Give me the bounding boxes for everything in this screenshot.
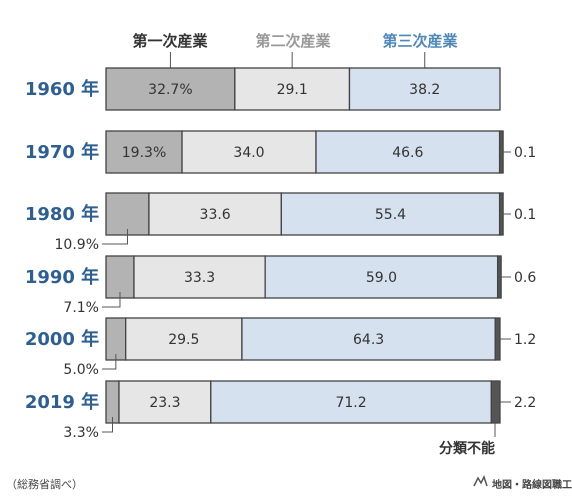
bar-segment <box>105 317 127 361</box>
bar-row: 1960 年 32.7% 29.1 38.2 <box>25 67 501 111</box>
data-label: 5.0% <box>63 362 99 378</box>
bar-row: 2000 年 5.0% 29.5 64.3 1.2 <box>25 317 536 378</box>
data-label: 2.2 <box>514 395 536 411</box>
bar-segment <box>490 380 501 424</box>
data-label: 33.6 <box>200 207 231 223</box>
data-label: 10.9% <box>55 237 99 253</box>
data-label: 1.2 <box>514 332 536 348</box>
bar-segment <box>105 192 150 236</box>
source-note: （総務省調べ） <box>6 477 83 491</box>
legend-label-3: 第三次産業 <box>382 32 458 50</box>
year-label: 2000 年 <box>25 328 99 350</box>
label-leader <box>102 417 114 433</box>
bar-segment <box>210 380 492 424</box>
bar-segment <box>234 67 351 111</box>
data-label: 64.3 <box>353 332 384 348</box>
credit-logo-icon <box>473 475 488 487</box>
bar-segment <box>264 255 499 299</box>
data-label: 59.0 <box>366 270 397 286</box>
year-label: 1960 年 <box>25 78 99 100</box>
data-label: 38.2 <box>409 82 440 98</box>
bar-segment <box>118 380 212 424</box>
year-label: 1980 年 <box>25 203 99 225</box>
data-label: 34.0 <box>233 145 264 161</box>
data-label: 0.6 <box>514 270 536 286</box>
bar-segment <box>105 130 183 174</box>
year-label: 1970 年 <box>25 141 99 163</box>
data-label: 33.3 <box>184 270 215 286</box>
bar-segment <box>348 67 501 111</box>
data-label: 55.4 <box>375 207 406 223</box>
bar-row: 1980 年 10.9% 33.6 55.4 0.1 <box>25 192 536 253</box>
data-label: 29.1 <box>277 82 308 98</box>
bar-segment <box>105 380 120 424</box>
bar-segment <box>133 255 266 299</box>
bar-segment <box>315 130 501 174</box>
unclassified-label: 分類不能 <box>439 440 495 457</box>
bar-segment <box>148 192 282 236</box>
bar-segment <box>280 192 501 236</box>
bars: 1960 年 32.7% 29.1 38.2 1970 年 19.3% 34.0 46.6 0.… <box>25 67 536 457</box>
data-label: 0.1 <box>514 145 536 161</box>
legend-label-2: 第二次産業 <box>255 32 331 50</box>
bar-segment <box>125 317 243 361</box>
year-label: 1990 年 <box>25 266 99 288</box>
bar-row: 1990 年 7.1% 33.3 59.0 0.6 <box>25 255 536 316</box>
data-label: 19.3% <box>122 145 166 161</box>
credit-logo: 地図・路線図職工所 <box>473 475 572 491</box>
bar-row: 1970 年 19.3% 34.0 46.6 0.1 <box>25 130 536 174</box>
data-label: 29.5 <box>168 332 199 348</box>
legend: 第一次産業 第二次産業 第三次産業 <box>132 32 458 70</box>
label-leader <box>102 354 117 370</box>
year-label: 2019 年 <box>25 391 99 413</box>
credit-text: 地図・路線図職工所 <box>492 478 572 491</box>
label-leader <box>102 292 121 308</box>
data-label: 3.3% <box>63 425 99 441</box>
data-label: 0.1 <box>514 207 536 223</box>
legend-label-1: 第一次産業 <box>132 32 208 50</box>
data-label: 32.7% <box>148 82 192 98</box>
bar-segment <box>105 255 135 299</box>
data-label: 46.6 <box>392 145 423 161</box>
bar-segment <box>181 130 317 174</box>
bar-row: 2019 年 3.3% 23.3 71.2 2.2 <box>25 380 536 441</box>
data-label: 7.1% <box>63 300 99 316</box>
bar-segment <box>241 317 496 361</box>
label-leader <box>102 229 128 245</box>
bar-segment <box>105 67 236 111</box>
data-label: 71.2 <box>335 395 366 411</box>
bar-segment <box>494 317 501 361</box>
data-label: 23.3 <box>149 395 180 411</box>
